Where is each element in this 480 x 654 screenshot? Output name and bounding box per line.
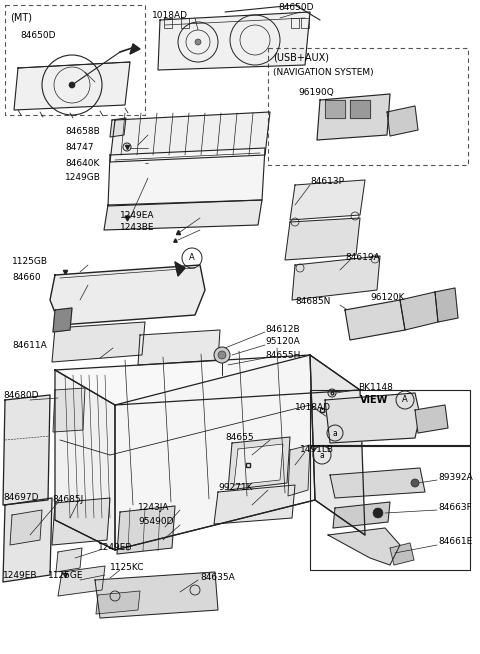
Polygon shape <box>50 265 205 325</box>
Text: 84650D: 84650D <box>20 31 56 39</box>
Text: 1249EA: 1249EA <box>120 211 155 220</box>
Polygon shape <box>333 502 390 528</box>
Polygon shape <box>138 330 220 365</box>
Text: 84655H: 84655H <box>265 351 300 360</box>
Text: 1018AD: 1018AD <box>295 402 331 411</box>
Circle shape <box>373 508 383 518</box>
Polygon shape <box>56 548 82 572</box>
Text: 84747: 84747 <box>65 143 94 152</box>
Text: 1243JA: 1243JA <box>138 504 169 513</box>
Text: A: A <box>189 254 195 262</box>
Text: 84660: 84660 <box>12 273 41 283</box>
Text: 84655: 84655 <box>225 434 253 443</box>
Polygon shape <box>387 106 418 136</box>
Polygon shape <box>310 355 365 535</box>
Polygon shape <box>228 437 290 490</box>
Polygon shape <box>325 100 345 118</box>
Circle shape <box>69 82 75 88</box>
Polygon shape <box>234 444 283 485</box>
Polygon shape <box>110 112 270 162</box>
Text: 96120K: 96120K <box>370 294 405 303</box>
Text: BK1148: BK1148 <box>358 383 393 392</box>
Text: 84685N: 84685N <box>295 298 330 307</box>
Polygon shape <box>3 395 50 505</box>
Text: VIEW: VIEW <box>360 395 388 405</box>
Polygon shape <box>317 94 390 140</box>
Polygon shape <box>285 218 360 260</box>
Polygon shape <box>290 180 365 220</box>
Text: 1125GE: 1125GE <box>48 570 84 579</box>
Polygon shape <box>96 591 140 614</box>
Text: a: a <box>320 451 324 460</box>
Text: 84635A: 84635A <box>200 574 235 583</box>
Text: 84612B: 84612B <box>265 326 300 334</box>
Polygon shape <box>55 370 115 550</box>
Circle shape <box>195 39 201 45</box>
Text: 84658B: 84658B <box>65 128 100 137</box>
Polygon shape <box>175 262 185 276</box>
Polygon shape <box>117 506 175 554</box>
Polygon shape <box>14 62 130 110</box>
Polygon shape <box>58 566 105 596</box>
Polygon shape <box>53 388 85 432</box>
Text: 84613P: 84613P <box>310 177 344 186</box>
Text: 95120A: 95120A <box>265 337 300 347</box>
Text: A: A <box>402 396 408 405</box>
Text: 84640K: 84640K <box>65 158 99 167</box>
Polygon shape <box>104 200 262 230</box>
Circle shape <box>411 479 419 487</box>
Text: 1018AD: 1018AD <box>152 10 188 20</box>
Text: 1249EB: 1249EB <box>98 543 132 553</box>
Polygon shape <box>52 498 110 545</box>
Polygon shape <box>130 44 140 54</box>
Polygon shape <box>55 355 360 405</box>
Text: 1249EB: 1249EB <box>3 570 37 579</box>
Text: 96190Q: 96190Q <box>298 88 334 97</box>
Text: 89392A: 89392A <box>438 473 473 483</box>
Text: 1249GB: 1249GB <box>65 173 101 182</box>
Text: 95490D: 95490D <box>138 517 173 526</box>
Text: 1243BE: 1243BE <box>120 224 155 233</box>
Circle shape <box>214 347 230 363</box>
Polygon shape <box>328 528 400 565</box>
Polygon shape <box>415 405 448 433</box>
Polygon shape <box>288 445 310 496</box>
Polygon shape <box>110 118 126 137</box>
Text: 84680D: 84680D <box>3 390 38 400</box>
Text: 84697D: 84697D <box>3 494 38 502</box>
Polygon shape <box>3 498 52 582</box>
Text: 1491LB: 1491LB <box>300 445 334 455</box>
Polygon shape <box>350 100 370 118</box>
Text: 84661E: 84661E <box>438 538 472 547</box>
Polygon shape <box>115 355 315 550</box>
Polygon shape <box>292 256 380 300</box>
Polygon shape <box>158 12 310 70</box>
Polygon shape <box>325 393 420 443</box>
Text: 84685J: 84685J <box>52 496 83 504</box>
Text: (MT): (MT) <box>10 13 32 23</box>
Text: (NAVIGATION SYSTEM): (NAVIGATION SYSTEM) <box>273 67 373 77</box>
Polygon shape <box>214 485 295 524</box>
Polygon shape <box>345 300 405 340</box>
Polygon shape <box>53 308 72 332</box>
Circle shape <box>218 351 226 359</box>
Polygon shape <box>10 510 42 545</box>
Polygon shape <box>330 468 425 498</box>
Text: a: a <box>333 428 337 438</box>
Text: 84650D: 84650D <box>278 3 313 12</box>
Text: 1125KC: 1125KC <box>110 564 144 572</box>
Polygon shape <box>435 288 458 322</box>
Text: 84611A: 84611A <box>12 341 47 349</box>
Polygon shape <box>52 322 145 362</box>
Text: 99271K: 99271K <box>218 483 252 492</box>
Polygon shape <box>400 292 438 330</box>
Text: 1125GB: 1125GB <box>12 258 48 266</box>
Text: 84663F: 84663F <box>438 504 472 513</box>
Polygon shape <box>95 572 218 618</box>
Polygon shape <box>390 543 414 565</box>
Polygon shape <box>108 148 265 206</box>
Text: 84619A: 84619A <box>345 254 380 262</box>
Text: (USB+AUX): (USB+AUX) <box>273 53 329 63</box>
